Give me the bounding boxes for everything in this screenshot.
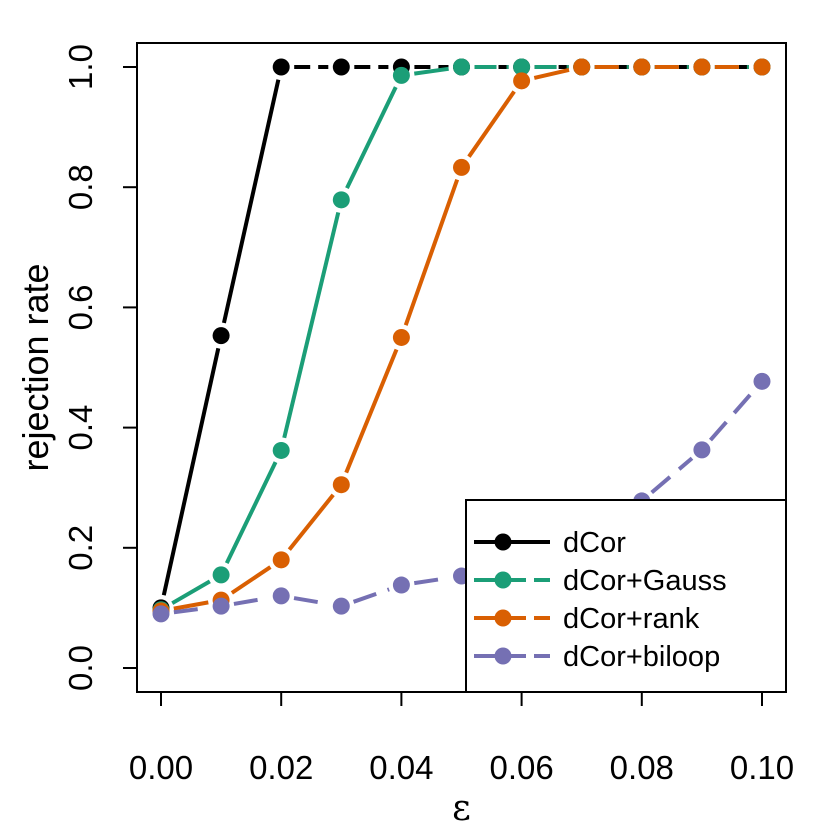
data-point [753, 372, 771, 390]
series-segment [533, 67, 570, 80]
series-segment [173, 605, 209, 615]
series-segment [345, 86, 398, 189]
y-tick-label: 0.8 [62, 164, 99, 210]
legend-marker [494, 571, 512, 589]
series-segment [344, 348, 399, 474]
y-tick-label: 0.6 [62, 284, 99, 330]
legend-marker [494, 533, 512, 551]
data-point [212, 566, 230, 584]
data-point [272, 58, 290, 76]
axes-layer: 0.00 0.02 0.04 0.06 0.08 0.10 0.0 0.2 0.4 0.6 0.8 1… [62, 44, 794, 786]
legend-marker [494, 609, 512, 627]
series-segment [413, 66, 449, 76]
data-point [392, 576, 410, 594]
series-segment [352, 587, 390, 604]
data-point [453, 158, 470, 176]
series-segment [233, 596, 269, 606]
series-segment [293, 596, 329, 606]
data-point [513, 72, 531, 90]
data-point [152, 605, 170, 623]
data-point [693, 441, 711, 459]
data-point [272, 587, 290, 605]
data-point [332, 597, 350, 615]
series-segment [224, 461, 278, 565]
legend-item: dCor+Gauss [474, 565, 727, 597]
data-point [332, 476, 350, 494]
legend-marker [494, 647, 512, 665]
legend-label: dCor+Gauss [563, 565, 727, 597]
y-tick-label: 1.0 [62, 44, 99, 90]
data-point [392, 66, 410, 84]
series-segment [171, 579, 211, 605]
data-point [513, 58, 531, 76]
legend-label: dCor [563, 527, 626, 559]
y-axis-label: rejection rate [15, 263, 56, 471]
data-point [212, 597, 230, 615]
series-segment [708, 389, 755, 442]
legend-label: dCor+biloop [563, 641, 720, 673]
data-point [332, 191, 350, 209]
series-segment [287, 493, 335, 551]
series-segment [221, 79, 281, 324]
data-point [453, 58, 470, 76]
data-point [332, 58, 350, 76]
series-segment [403, 178, 460, 326]
series-segment [161, 347, 221, 596]
data-point [753, 58, 771, 76]
legend-label: dCor+rank [563, 603, 700, 635]
x-tick-label: 0.04 [369, 749, 433, 786]
legend: dCor dCor+Gauss dCor+rank dCor+biloop [465, 499, 787, 693]
series-segment [282, 211, 341, 439]
y-tick-label: 0.2 [62, 525, 99, 571]
legend-item: dCor [474, 527, 626, 559]
x-tick-label: 0.08 [610, 749, 674, 786]
y-tick-label: 0.0 [62, 645, 99, 691]
series-segment [467, 90, 516, 158]
data-point [693, 58, 711, 76]
data-point [212, 327, 230, 345]
legend-box [465, 499, 787, 693]
data-point [392, 328, 410, 346]
y-tick-label: 0.4 [62, 405, 99, 451]
series-segment [230, 565, 272, 595]
data-point [272, 441, 290, 459]
series-segment [413, 575, 449, 586]
x-tick-label: 0.06 [489, 749, 553, 786]
data-point [272, 551, 290, 569]
x-tick-label: 0.02 [249, 749, 313, 786]
series-segment [173, 600, 209, 611]
legend-item: dCor+rank [474, 603, 700, 635]
x-tick-label: 0.00 [129, 749, 193, 786]
data-point [573, 58, 591, 76]
series-dcor-rank [152, 58, 771, 620]
x-tick-label: 0.10 [730, 749, 794, 786]
legend-item: dCor+biloop [474, 641, 720, 673]
data-point [633, 58, 651, 76]
x-axis-label: ε [452, 788, 471, 829]
series-segment [650, 456, 694, 495]
